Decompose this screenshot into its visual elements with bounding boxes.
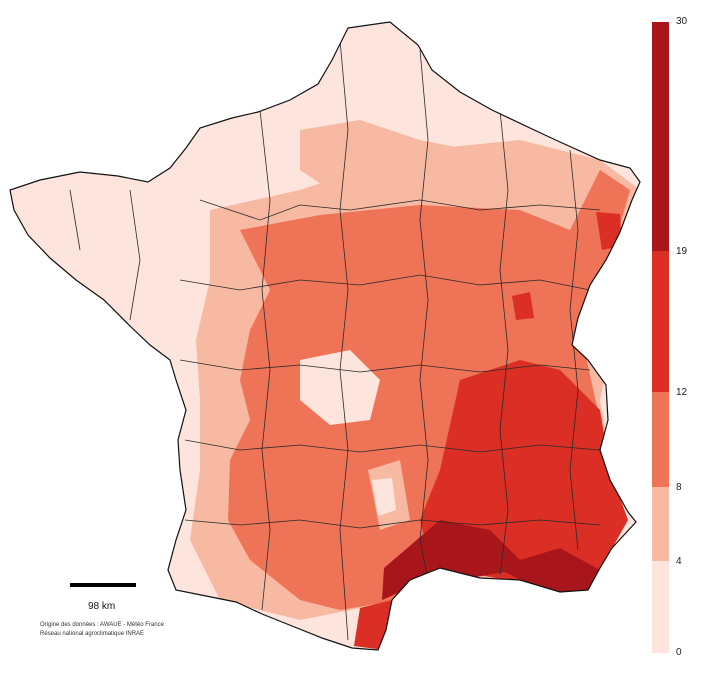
legend-class-4-8 xyxy=(652,487,669,561)
coastline xyxy=(9,21,641,651)
scale-bar xyxy=(70,583,136,587)
heat-zones xyxy=(190,120,640,650)
legend-tick-8: 8 xyxy=(676,482,682,493)
legend-tick-19: 19 xyxy=(676,246,688,257)
scale-label: 98 km xyxy=(88,601,116,612)
legend-class-0-4 xyxy=(652,561,669,653)
legend-tick-4: 4 xyxy=(676,556,682,567)
zone-4-8-north xyxy=(300,120,500,190)
source-line-2: Réseau national agroclimatique INRAE xyxy=(40,631,145,637)
legend-colorbar xyxy=(652,22,669,653)
legend-tick-12: 12 xyxy=(676,387,688,398)
light-zones xyxy=(300,350,410,530)
legend-class-19-30 xyxy=(652,22,669,251)
source-line-1: Origine des données : AWAUE - Météo Fran… xyxy=(40,622,164,628)
zone-19-30 xyxy=(382,520,600,600)
department-borders xyxy=(69,39,601,641)
legend-class-12-19 xyxy=(652,251,669,392)
legend-tick-30: 30 xyxy=(676,16,688,27)
zone-12-19-spot1 xyxy=(512,292,534,320)
legend-class-8-12 xyxy=(652,392,669,487)
legend-tick-0: 0 xyxy=(676,647,682,658)
